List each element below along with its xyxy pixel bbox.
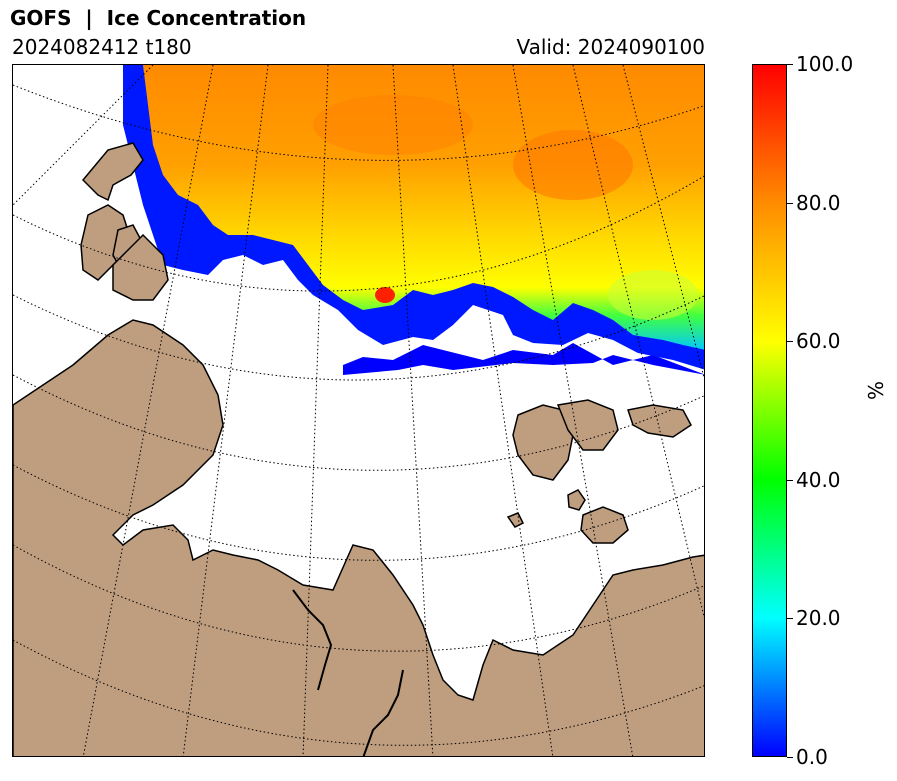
river [292,589,333,691]
river [362,669,404,756]
parallel [13,84,704,161]
parallel [13,544,704,652]
land-mainland [13,319,704,756]
meridian [13,65,154,206]
colorbar-tick [787,618,793,620]
land-island [627,404,692,438]
meridian [452,65,554,756]
rivers [292,589,404,756]
colorbar-tick [787,341,793,343]
colorbar-tick [787,202,793,204]
ice-high-patch [313,95,473,155]
land-island [81,142,144,202]
graticule [13,65,704,756]
colorbar-tick [787,64,793,65]
ice-max-spot [375,287,395,303]
colorbar-tick-label: 40.0 [796,467,841,492]
meridian [622,65,704,380]
land-island [567,489,586,511]
ice-low-patch [608,270,698,320]
model-run-label: 2024082412 t180 [12,35,192,59]
land-island [512,404,574,481]
ice-high-patch [513,130,633,200]
land-island [112,233,169,301]
land-masses [13,142,704,756]
parallel [13,639,704,746]
colorbar-tick-label: 80.0 [796,190,841,215]
colorbar-tick [787,757,793,758]
ice-concentration-map [13,65,704,756]
parallel [13,464,704,561]
parallel [13,374,704,471]
valid-time-label: Valid: 2024090100 [516,35,705,59]
colorbar-tick-label: 0.0 [796,745,828,769]
meridian [182,65,269,756]
colorbar-tick-label: 20.0 [796,606,841,631]
colorbar-tick [787,479,793,481]
land-island [580,506,629,544]
land-island [506,512,525,528]
colorbar-tick-label: 100.0 [796,52,854,76]
parallel [13,294,704,381]
colorbar-unit-label: % [864,380,888,400]
map-panel [12,64,705,757]
meridian [512,65,634,756]
map-title: GOFS | Ice Concentration [10,6,307,30]
colorbar [752,64,787,757]
meridian [82,65,214,756]
colorbar-tick-label: 60.0 [796,329,841,354]
